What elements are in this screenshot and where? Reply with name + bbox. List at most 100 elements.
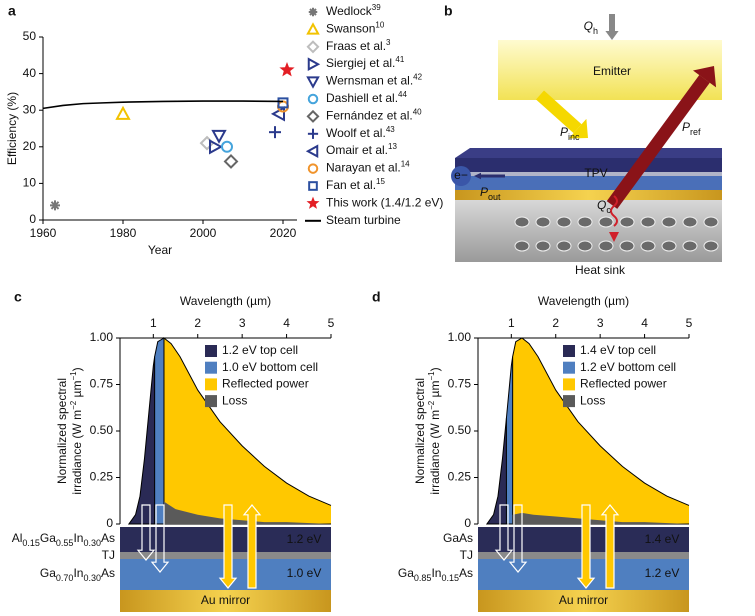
marker-shape (307, 163, 319, 174)
top-layer-label-part: In (73, 531, 83, 545)
x-axis-label: Year (148, 243, 172, 257)
x-tick-label: 1 (508, 316, 515, 330)
legend-ref: 10 (375, 20, 384, 29)
y-axis-label-part: −2 (427, 400, 436, 410)
spectral-area (512, 337, 690, 525)
pref-label: Pref (682, 120, 701, 137)
marker-shape (277, 97, 289, 109)
bottom-gap-label: 1.0 eV (287, 566, 322, 580)
legend-label: 1.2 eV bottom cell (580, 360, 676, 374)
tpv-cell (455, 158, 722, 172)
y-axis-label-part: ) (428, 367, 442, 371)
x-tick-label: 4 (283, 316, 290, 330)
heat-sink-hole (514, 216, 530, 228)
tpv-junction (455, 172, 722, 176)
heat-sink-hole (682, 240, 698, 252)
data-point (199, 135, 215, 151)
legend-name: Siergiej et al. (326, 56, 395, 70)
legend-swatch (563, 345, 575, 357)
bottom-layer-label-part: 0.30 (83, 573, 101, 583)
data-point (277, 97, 289, 109)
heat-sink-hole (682, 216, 698, 228)
top-layer-label-part: As (101, 531, 115, 545)
legend-name: Wedlock (326, 4, 373, 18)
pout-label-sub: out (488, 192, 501, 202)
panel-label: a (8, 3, 16, 19)
x-tick-label: 2 (552, 316, 559, 330)
bottom-layer-label-part: In (73, 566, 83, 580)
x-tick-label: 4 (641, 316, 648, 330)
bottom-layer-label-part: 0.85 (414, 573, 432, 583)
y-axis-label-part: µm (428, 381, 442, 401)
legend-label: Woolf et al.43 (326, 124, 395, 140)
spectral-area (127, 356, 156, 525)
legend-swatch (205, 378, 217, 391)
y-axis-label-part: irradiance (W m (428, 410, 442, 495)
pout-label: Pout (480, 185, 501, 202)
x-axis-label: Wavelength (µm) (180, 294, 271, 308)
x-tick-label: 5 (328, 316, 335, 330)
spectral-area (505, 356, 514, 525)
reflected-arrow-up (242, 504, 262, 589)
marker-shape (308, 181, 318, 191)
legend-label: Fan et al.15 (326, 177, 385, 193)
heat-sink-hole (640, 240, 656, 252)
legend-swatch (205, 345, 217, 357)
data-point (115, 105, 131, 120)
qc-arrow (610, 195, 618, 227)
y-tick-label: 1.00 (448, 330, 472, 344)
heat-sink-hole (577, 240, 593, 252)
data-point (223, 154, 239, 169)
electron-label: e− (454, 168, 468, 182)
legend-label: Omair et al.13 (326, 142, 397, 158)
bottom-layer-label-part: Ga (398, 566, 414, 580)
pinc-label: Pinc (560, 125, 580, 142)
marker-shape (223, 154, 239, 169)
legend-swatch (307, 163, 319, 174)
heat-sink-hole (703, 240, 719, 252)
y-axis-label: Normalized spectral (413, 378, 427, 484)
legend-swatch (563, 395, 575, 408)
legend-name: Woolf et al. (326, 126, 386, 140)
legend-name: This work (1.4/1.2 eV) (326, 196, 443, 210)
legend-swatch (563, 378, 575, 391)
top-layer-label: GaAs (443, 531, 473, 545)
spectral-area (512, 512, 689, 524)
top-gap-label: 1.2 eV (287, 532, 322, 546)
qc-label-sub: c (606, 205, 611, 215)
y-axis-label-part: −1 (69, 371, 78, 381)
pref-label-sub: ref (690, 127, 701, 137)
qh-label-sub: h (593, 26, 598, 36)
y-tick-label: 0 (106, 516, 113, 530)
y-tick-label: 0.25 (448, 470, 472, 484)
legend-name: Fernández et al. (326, 109, 413, 123)
marker-shape (306, 109, 320, 123)
y-axis-label-part: µm (70, 381, 84, 401)
legend-ref: 41 (395, 55, 404, 64)
reflected-arrow-head (693, 66, 717, 88)
legend-label: Fernández et al.40 (326, 107, 422, 123)
data-point (270, 106, 285, 122)
pinc-label-main: P (560, 125, 568, 139)
legend-name: Swanson (326, 22, 375, 36)
legend-label: Reflected power (222, 377, 309, 391)
x-tick-label: 1960 (30, 226, 57, 240)
heat-sink-hole (661, 216, 677, 228)
reflected-arrow-down (218, 504, 238, 589)
photon-arrow (136, 504, 156, 561)
heat-sink-hole (640, 216, 656, 228)
au-mirror-layer (478, 590, 689, 612)
au-mirror-layer (120, 590, 331, 612)
data-point (269, 126, 281, 139)
spectral-area (163, 501, 331, 524)
x-tick-label: 3 (239, 316, 246, 330)
y-axis-label: Efficiency (%) (5, 92, 19, 165)
mirror-label: Au mirror (201, 593, 250, 607)
emitter-label: Emitter (593, 64, 631, 78)
y-tick-label: 1.00 (90, 330, 114, 344)
data-point (209, 139, 224, 155)
x-tick-label: 1980 (110, 226, 137, 240)
x-axis-label: Wavelength (µm) (538, 294, 629, 308)
qh-label-main: Q (584, 19, 593, 33)
reflected-arrow-up (600, 504, 620, 589)
